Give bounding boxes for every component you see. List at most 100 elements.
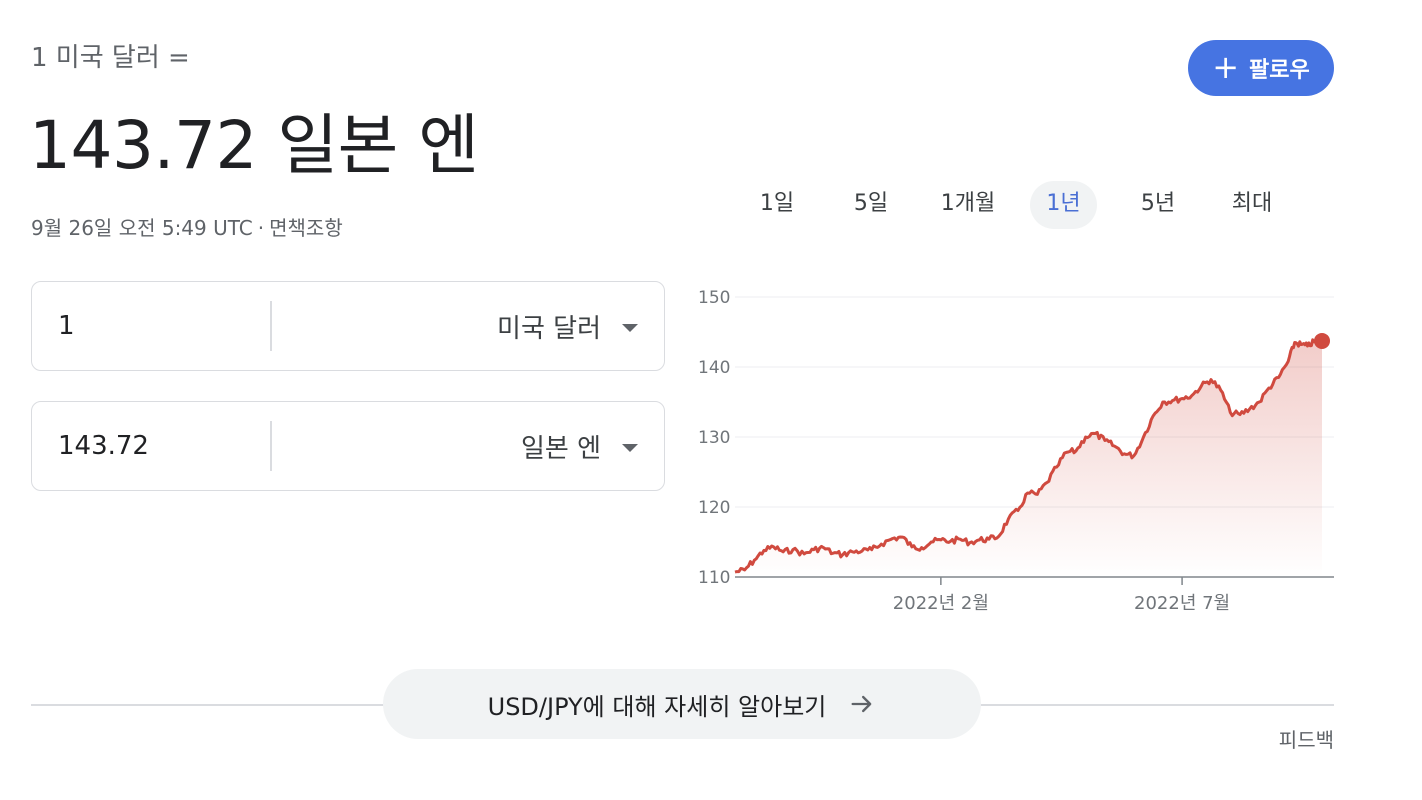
data-point <box>781 550 785 554</box>
data-point <box>968 541 972 545</box>
data-point <box>879 542 883 546</box>
data-point <box>850 550 854 554</box>
tab-1-year[interactable]: 1년 <box>1030 181 1097 229</box>
y-tick-label: 130 <box>698 428 730 448</box>
data-point <box>1151 414 1155 418</box>
data-point <box>1132 454 1136 458</box>
data-point <box>1286 359 1290 363</box>
data-point <box>841 553 845 557</box>
data-point <box>939 538 943 542</box>
data-point <box>1074 449 1078 453</box>
data-point <box>860 549 864 553</box>
data-point <box>1209 378 1213 382</box>
data-point <box>1035 492 1039 496</box>
data-point <box>1219 388 1223 392</box>
data-point <box>1293 341 1297 345</box>
data-point <box>1006 517 1010 521</box>
data-point <box>949 539 953 543</box>
x-tick-label: 2022년 7월 <box>1134 593 1230 614</box>
data-point <box>1113 444 1117 448</box>
data-point <box>831 551 835 555</box>
data-point <box>1277 376 1281 380</box>
data-point <box>772 545 776 549</box>
exchange-rate-value: 143.72 일본 엔 <box>29 107 479 184</box>
y-tick-label: 140 <box>698 358 730 378</box>
timestamp-line: 9월 26일 오전 5:49 UTC · 면책조항 <box>31 212 343 241</box>
follow-button-label: 팔로우 <box>1249 58 1310 83</box>
data-point <box>1064 450 1068 454</box>
plus-icon: + <box>1212 47 1240 86</box>
converter-to-box: 143.72 일본 엔 <box>31 401 665 491</box>
chevron-down-icon <box>622 444 638 452</box>
data-point <box>1299 343 1303 347</box>
data-point <box>1141 435 1145 439</box>
data-point <box>977 538 981 542</box>
converter-divider <box>270 301 272 351</box>
arrow-right-icon <box>851 695 872 713</box>
x-tick-label: 2022년 2월 <box>893 593 989 614</box>
chevron-down-icon <box>622 324 638 332</box>
data-point <box>1228 411 1232 415</box>
tab-5-years[interactable]: 5년 <box>1140 191 1176 216</box>
data-point <box>1016 509 1020 513</box>
data-point <box>997 534 1001 538</box>
data-point <box>900 535 904 539</box>
to-amount-input[interactable]: 143.72 <box>58 431 149 461</box>
data-point <box>870 548 874 552</box>
to-currency-select[interactable]: 일본 엔 <box>272 428 665 465</box>
feedback-link[interactable]: 피드백 <box>1278 728 1334 752</box>
follow-button[interactable]: + 팔로우 <box>1188 40 1334 96</box>
y-tick-label: 110 <box>698 568 730 588</box>
data-point <box>821 546 825 550</box>
data-point <box>1180 397 1184 401</box>
from-currency-select[interactable]: 미국 달러 <box>272 308 665 345</box>
from-amount-input[interactable]: 1 <box>58 311 75 341</box>
data-point <box>1170 399 1174 403</box>
tab-5-days[interactable]: 5일 <box>853 191 889 216</box>
data-point <box>1122 452 1126 456</box>
data-point <box>743 568 747 572</box>
data-point <box>1190 394 1194 398</box>
data-point <box>752 558 756 562</box>
data-point <box>802 552 806 556</box>
from-currency-label: 미국 달러 <box>497 313 601 344</box>
tab-max[interactable]: 최대 <box>1231 191 1273 216</box>
disclaimer-link[interactable]: 면책조항 <box>269 216 343 240</box>
learn-more-label: USD/JPY에 대해 자세히 알아보기 <box>487 692 827 721</box>
chart-area-fill <box>735 339 1322 577</box>
data-point <box>1238 413 1242 417</box>
data-point <box>812 548 816 552</box>
data-point <box>1267 386 1271 390</box>
data-point <box>929 540 933 544</box>
data-point <box>791 548 795 552</box>
learn-more-button[interactable]: USD/JPY에 대해 자세히 알아보기 <box>383 669 981 739</box>
data-point <box>1248 407 1252 411</box>
data-point <box>733 570 737 574</box>
data-point <box>762 548 766 552</box>
y-tick-label: 120 <box>698 498 730 518</box>
data-point <box>958 537 962 541</box>
data-point <box>920 546 924 550</box>
data-point <box>891 537 895 541</box>
data-point <box>1026 491 1030 495</box>
to-currency-label: 일본 엔 <box>520 433 601 464</box>
exchange-rate-chart[interactable]: 150 140 130 120 110 2022년 2월 2022년 7월 <box>690 280 1350 630</box>
data-point <box>910 545 914 549</box>
timestamp-text: 9월 26일 오전 5:49 UTC <box>31 216 253 240</box>
converter-divider <box>270 421 272 471</box>
data-point <box>1103 439 1107 443</box>
chart-line <box>734 338 1324 574</box>
data-point <box>1257 400 1261 404</box>
data-point <box>1084 435 1088 439</box>
data-point <box>1055 465 1059 469</box>
data-point <box>1045 481 1049 485</box>
tab-1-month[interactable]: 1개월 <box>940 191 996 216</box>
converter-from-box: 1 미국 달러 <box>31 281 665 371</box>
data-point <box>1161 400 1165 404</box>
data-point <box>1093 432 1097 436</box>
tab-1-day[interactable]: 1일 <box>759 191 795 216</box>
currency-subtitle: 1 미국 달러 = <box>31 43 190 73</box>
current-value-dot <box>1314 332 1330 349</box>
data-point <box>1306 344 1310 348</box>
y-tick-label: 150 <box>698 288 730 308</box>
